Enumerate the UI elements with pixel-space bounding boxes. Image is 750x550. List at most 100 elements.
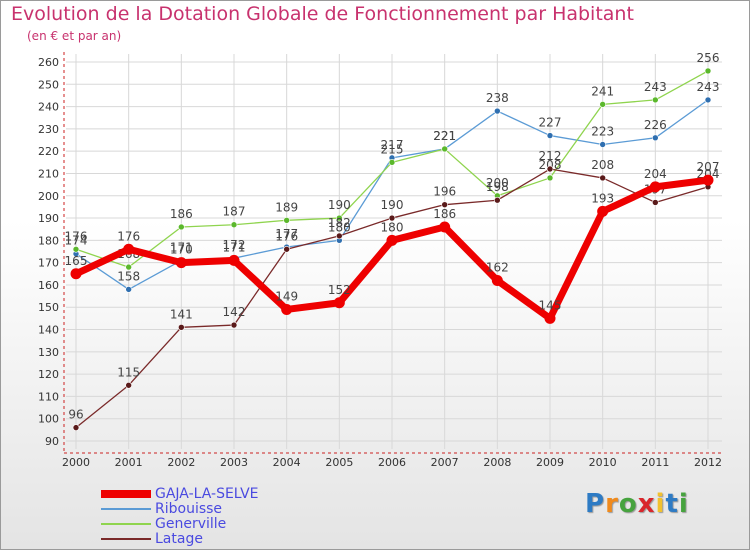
data-label: 243	[644, 80, 667, 94]
data-point	[597, 205, 609, 217]
data-point	[230, 321, 238, 329]
data-label: 226	[644, 118, 667, 132]
data-label: 200	[486, 176, 509, 190]
data-label: 182	[328, 216, 351, 230]
legend-label: Latage	[155, 531, 203, 547]
data-point	[336, 214, 343, 222]
data-label: 204	[697, 167, 720, 181]
data-label: 186	[170, 207, 193, 221]
data-label: 170	[170, 243, 193, 257]
x-tick-label: 2006	[378, 456, 406, 469]
data-label: 212	[539, 149, 562, 163]
data-point	[283, 216, 290, 224]
legend-label: Ribouisse	[155, 501, 223, 517]
data-point	[652, 134, 659, 142]
data-label: 141	[170, 307, 193, 321]
legend-swatch	[101, 490, 151, 498]
chart-title: Evolution de la Dotation Globale de Fonc…	[11, 3, 634, 25]
legend-swatch	[101, 538, 151, 540]
data-label: 208	[591, 158, 614, 172]
data-point	[72, 424, 80, 431]
y-tick-label: 200	[38, 190, 59, 203]
y-tick-label: 170	[38, 257, 59, 270]
data-point	[599, 101, 606, 108]
data-label: 96	[68, 408, 83, 422]
x-tick-label: 2008	[483, 456, 511, 469]
data-label: 174	[65, 234, 88, 248]
data-label: 238	[486, 91, 509, 105]
data-point	[70, 268, 82, 280]
data-label: 215	[381, 142, 404, 156]
data-label: 142	[223, 305, 246, 319]
data-label: 221	[433, 129, 456, 143]
data-point	[283, 245, 290, 253]
data-point	[386, 234, 398, 246]
data-label: 187	[223, 205, 246, 219]
data-point	[494, 196, 501, 204]
data-point	[546, 174, 554, 182]
data-label: 115	[117, 365, 140, 379]
x-tick-label: 2001	[115, 456, 143, 469]
chart-subtitle: (en € et par an)	[27, 29, 122, 43]
data-point	[546, 132, 554, 139]
data-point	[72, 245, 80, 253]
data-point	[178, 323, 185, 331]
y-tick-label: 220	[38, 145, 59, 158]
y-tick-label: 230	[38, 123, 59, 136]
data-label: 172	[223, 238, 246, 252]
data-point	[175, 257, 187, 269]
data-label: 227	[539, 116, 562, 130]
y-tick-label: 120	[38, 368, 59, 381]
data-point	[441, 201, 448, 208]
y-tick-label: 260	[38, 56, 59, 69]
data-label: 180	[328, 220, 351, 234]
x-tick-label: 2011	[641, 456, 669, 469]
legend-label: Generville	[155, 516, 227, 532]
data-point	[388, 214, 396, 222]
data-label: 177	[275, 227, 298, 241]
data-point	[599, 174, 606, 182]
y-tick-label: 130	[38, 346, 59, 359]
x-tick-label: 2012	[694, 456, 722, 469]
data-point	[544, 312, 556, 324]
data-label: 158	[117, 269, 140, 283]
data-point	[123, 243, 135, 255]
data-label: 176	[275, 229, 298, 243]
data-label: 198	[486, 180, 509, 194]
y-tick-label: 90	[45, 435, 59, 448]
y-tick-label: 180	[38, 234, 59, 247]
legend-swatch	[101, 523, 151, 525]
data-point	[125, 263, 132, 271]
data-label: 196	[433, 185, 456, 199]
data-point	[336, 232, 343, 240]
data-label: 204	[644, 167, 667, 181]
x-tick-label: 2000	[62, 456, 90, 469]
data-label: 176	[117, 229, 140, 243]
data-point	[491, 274, 503, 286]
x-tick-label: 2002	[167, 456, 195, 469]
data-label: 149	[275, 289, 298, 303]
y-tick-label: 190	[38, 212, 59, 225]
data-point	[228, 254, 240, 266]
y-tick-label: 150	[38, 301, 59, 314]
data-label: 208	[539, 158, 562, 172]
data-point	[599, 141, 606, 148]
y-tick-label: 240	[38, 101, 59, 114]
data-label: 241	[591, 84, 614, 98]
data-label: 190	[381, 198, 404, 212]
x-tick-label: 2007	[431, 456, 459, 469]
x-tick-label: 2009	[536, 456, 564, 469]
proxiti-logo: Proxiti	[585, 489, 689, 519]
data-point	[178, 223, 185, 231]
data-point	[230, 221, 238, 229]
data-label: 189	[275, 200, 298, 214]
data-point	[649, 181, 661, 193]
y-tick-label: 100	[38, 413, 59, 426]
data-label: 145	[539, 298, 562, 312]
data-point	[704, 96, 712, 104]
y-tick-label: 110	[38, 390, 59, 403]
y-tick-label: 160	[38, 279, 59, 292]
x-tick-label: 2005	[325, 456, 353, 469]
